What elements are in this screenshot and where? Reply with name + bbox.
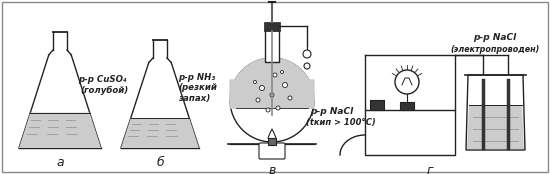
Text: (голубой): (голубой) [80, 85, 128, 94]
Text: (электропроводен): (электропроводен) [450, 45, 540, 54]
Circle shape [266, 108, 270, 112]
Circle shape [260, 85, 265, 90]
FancyBboxPatch shape [400, 102, 414, 110]
Circle shape [303, 50, 311, 58]
Text: (резкий: (резкий [178, 84, 217, 93]
Text: запах): запах) [178, 93, 210, 102]
Polygon shape [467, 105, 524, 149]
Polygon shape [230, 58, 314, 108]
FancyBboxPatch shape [370, 100, 384, 110]
FancyBboxPatch shape [264, 22, 280, 31]
Circle shape [273, 73, 277, 77]
FancyBboxPatch shape [265, 30, 279, 62]
Polygon shape [19, 113, 101, 148]
Text: р-р CuSO₄: р-р CuSO₄ [78, 76, 126, 85]
Polygon shape [121, 118, 199, 148]
Circle shape [280, 70, 283, 73]
Circle shape [395, 70, 419, 94]
Polygon shape [466, 75, 525, 150]
Circle shape [283, 82, 288, 88]
Text: в: в [268, 164, 276, 174]
Circle shape [256, 98, 260, 102]
Text: р-р NH₃: р-р NH₃ [178, 73, 215, 82]
Circle shape [288, 96, 292, 100]
Text: р-р NaCl: р-р NaCl [310, 108, 353, 117]
Text: а: а [56, 156, 64, 169]
Text: (tкип > 100°C): (tкип > 100°C) [306, 117, 376, 126]
Text: г: г [427, 164, 433, 174]
Circle shape [254, 81, 256, 84]
FancyBboxPatch shape [268, 138, 276, 145]
FancyBboxPatch shape [365, 110, 455, 155]
Circle shape [230, 58, 314, 142]
Circle shape [276, 106, 280, 110]
Text: р-р NaCl: р-р NaCl [474, 34, 516, 42]
Circle shape [304, 63, 310, 69]
Circle shape [270, 93, 274, 97]
Polygon shape [230, 80, 314, 100]
Text: б: б [156, 156, 164, 169]
FancyBboxPatch shape [259, 143, 285, 159]
